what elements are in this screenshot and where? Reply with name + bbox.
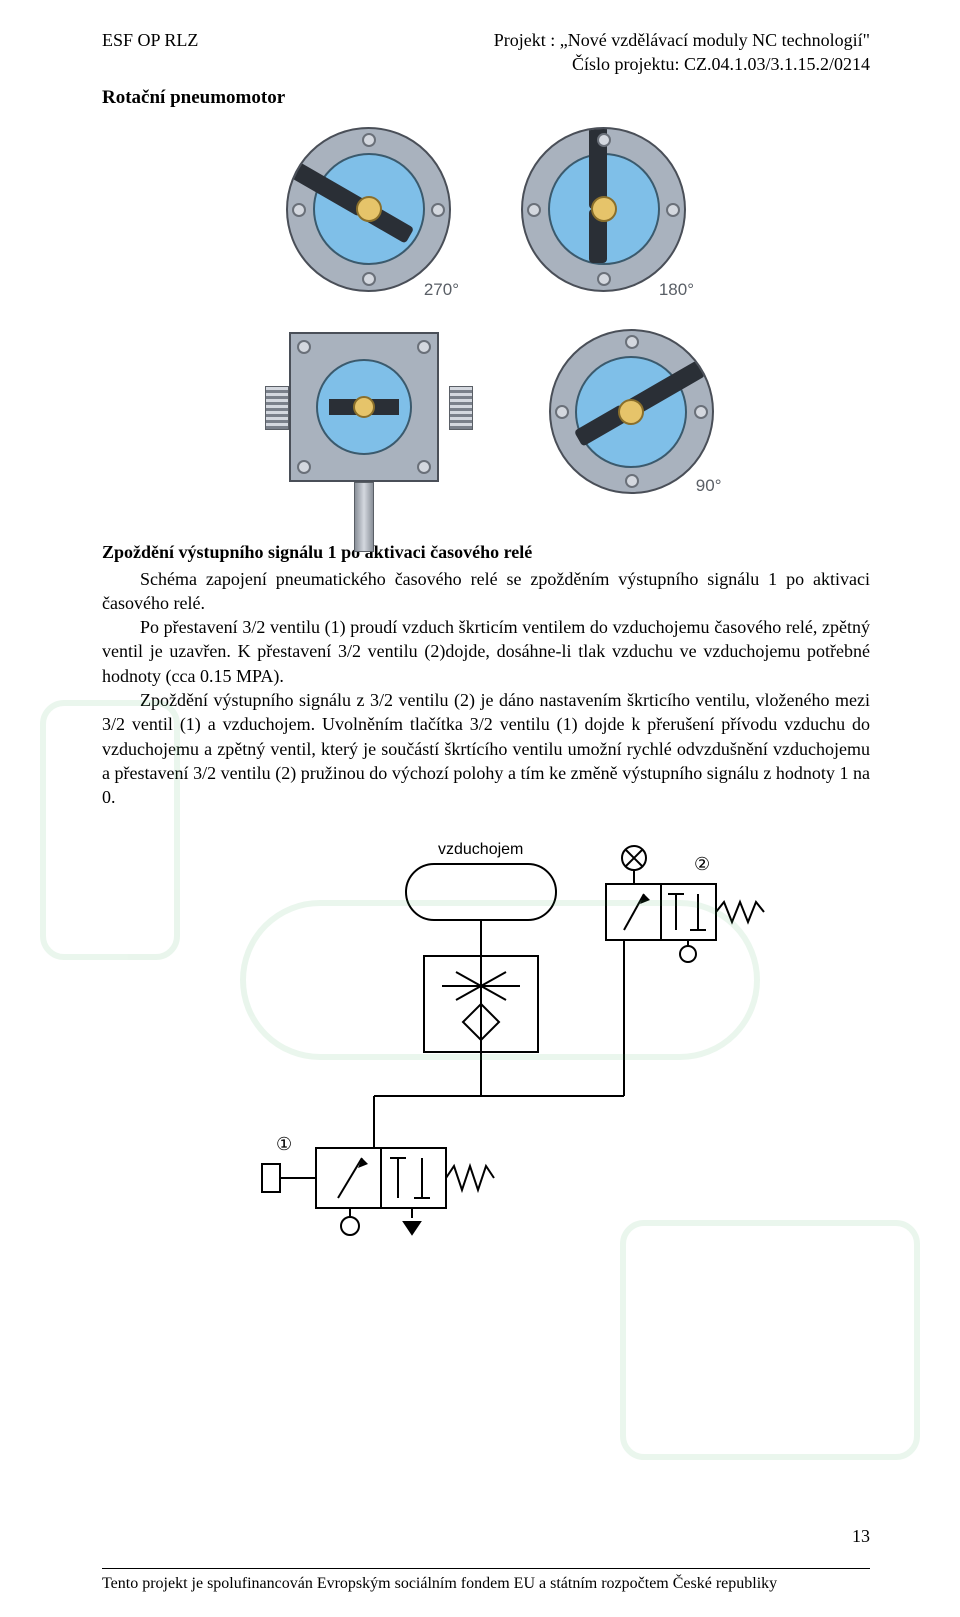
paragraph-1: Schéma zapojení pneumatického časového r… xyxy=(102,567,870,616)
schematic-label-1: ① xyxy=(276,1134,292,1154)
footer-text: Tento projekt je spolufinancován Evropsk… xyxy=(102,1575,870,1593)
paragraph-2: Po přestavení 3/2 ventilu (1) proudí vzd… xyxy=(102,615,870,688)
section-title: Rotační pneumomotor xyxy=(102,87,870,109)
schematic-label-reservoir: vzduchojem xyxy=(438,841,523,858)
motor-view-180: 180° xyxy=(521,127,686,292)
motor-cross-section xyxy=(259,312,479,512)
footer-separator xyxy=(102,1568,870,1569)
paragraph-3: Zpoždění výstupního signálu z 3/2 ventil… xyxy=(102,688,870,809)
angle-label-270: 270° xyxy=(424,280,459,300)
body-text-block: Schéma zapojení pneumatického časového r… xyxy=(102,567,870,810)
pneumatic-schematic: vzduchojem xyxy=(206,836,766,1266)
subheading-delay: Zpoždění výstupního signálu 1 po aktivac… xyxy=(102,542,870,563)
header-right: Projekt : „Nové vzdělávací moduly NC tec… xyxy=(494,28,870,77)
header-left: ESF OP RLZ xyxy=(102,28,198,52)
header-project-title: Projekt : „Nové vzdělávací moduly NC tec… xyxy=(494,28,870,52)
rotary-pneumomotor-figure: 270° 180° xyxy=(102,127,870,512)
angle-label-90: 90° xyxy=(696,476,722,496)
page-header: ESF OP RLZ Projekt : „Nové vzdělávací mo… xyxy=(102,28,870,77)
schematic-label-2: ② xyxy=(694,854,710,874)
motor-view-270: 270° xyxy=(286,127,451,292)
page-number: 13 xyxy=(852,1526,870,1547)
header-project-number: Číslo projektu: CZ.04.1.03/3.1.15.2/0214 xyxy=(494,52,870,76)
motor-view-90: 90° xyxy=(549,329,714,494)
angle-label-180: 180° xyxy=(659,280,694,300)
